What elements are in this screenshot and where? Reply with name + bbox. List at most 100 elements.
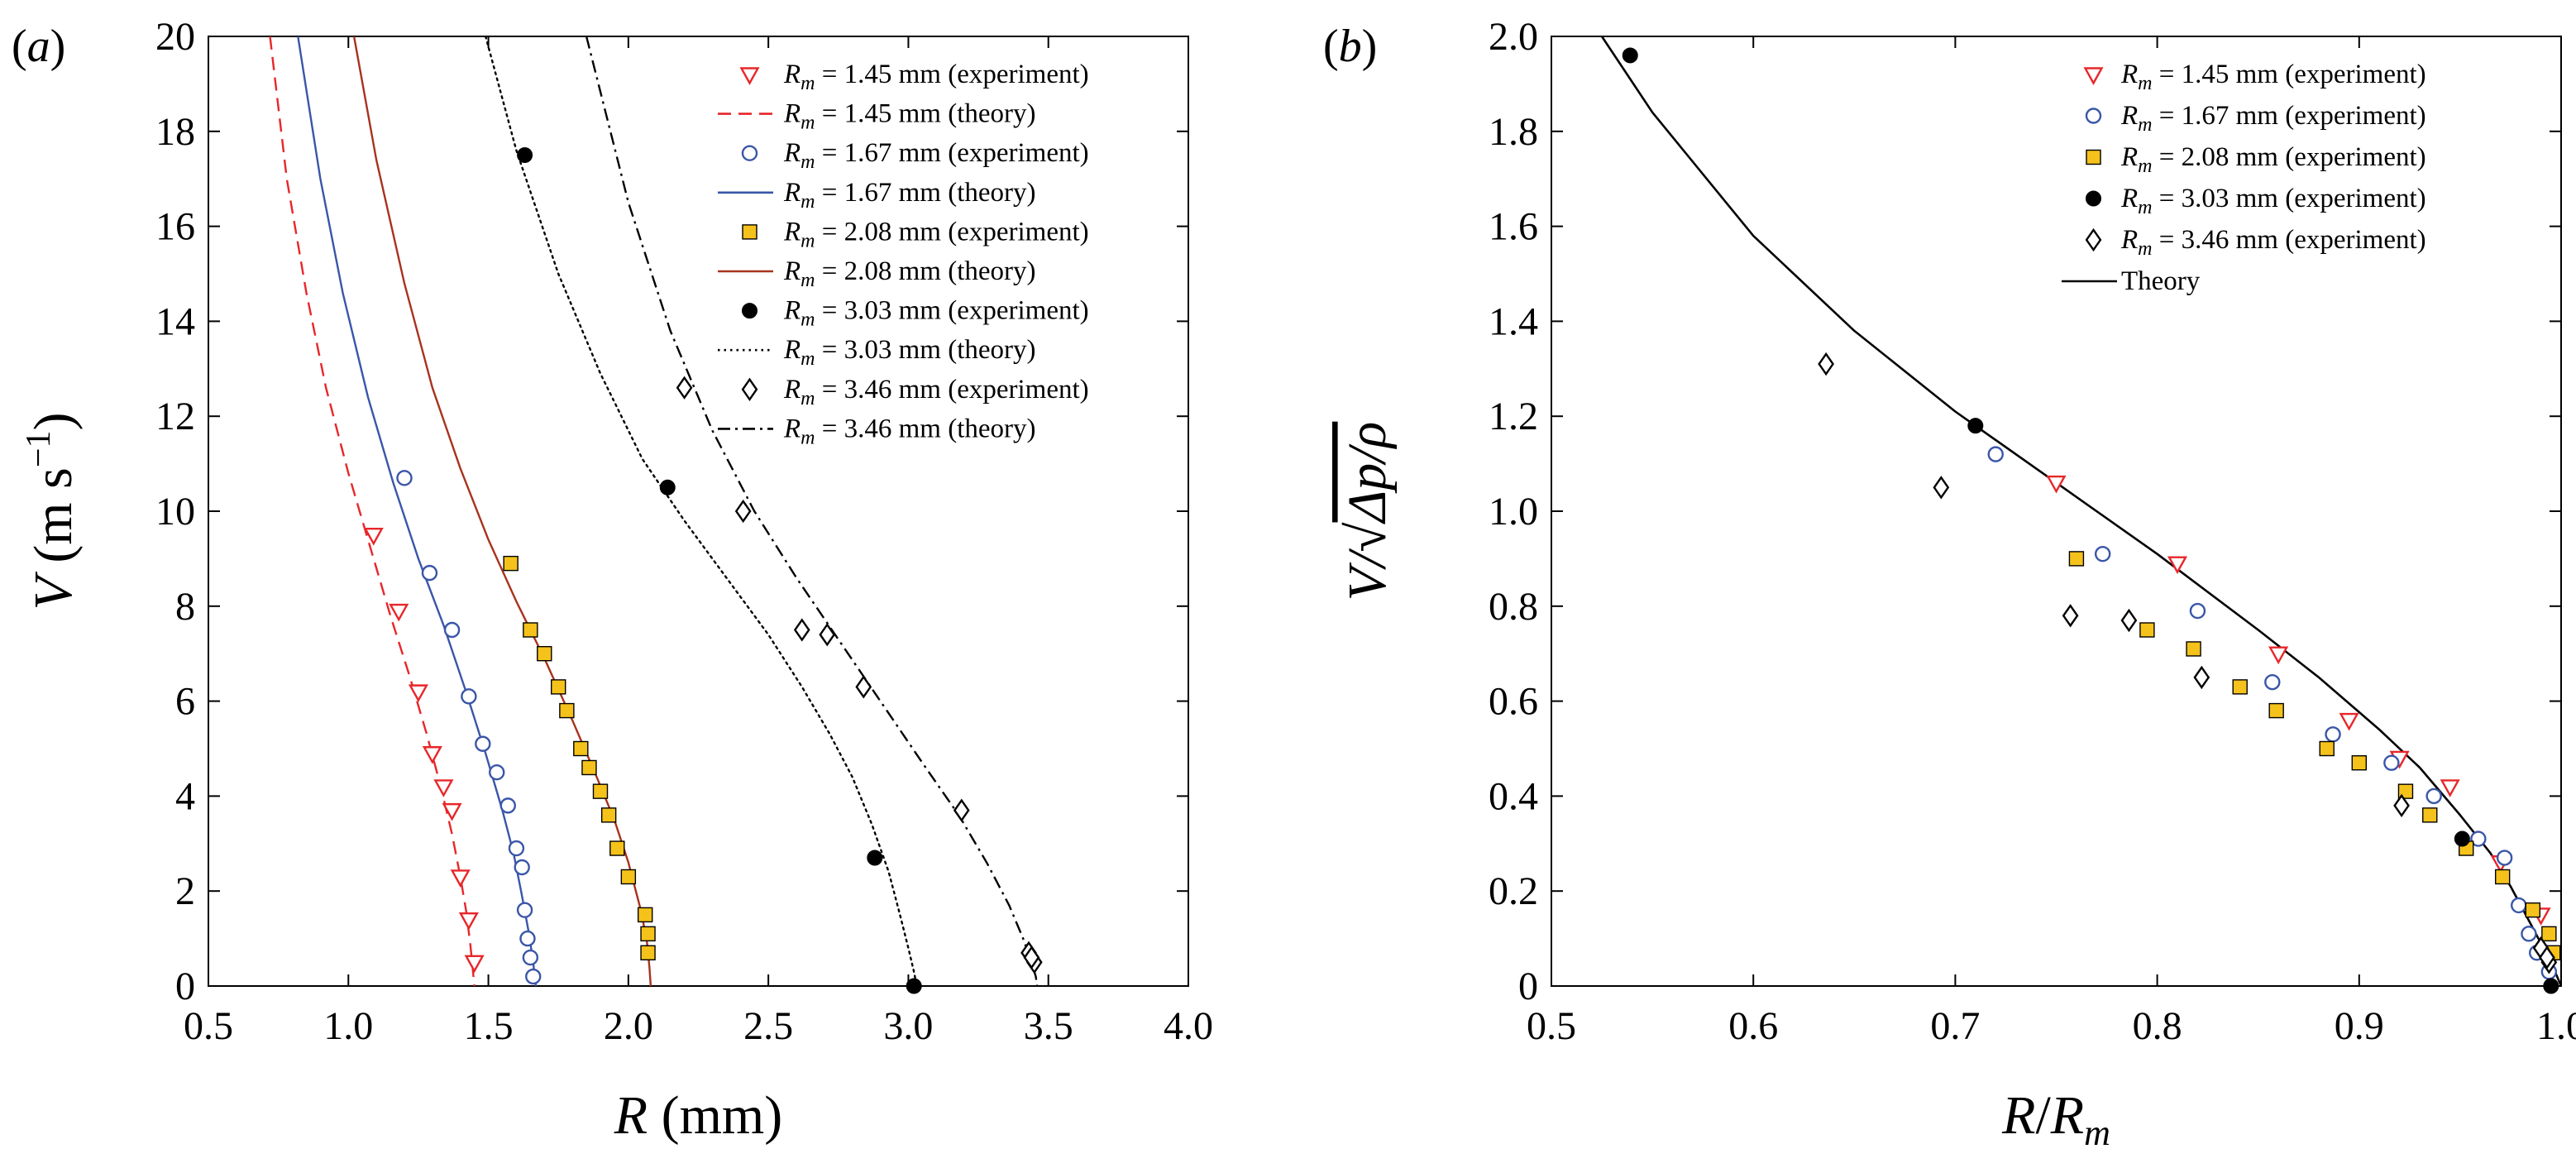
series-markers	[363, 528, 485, 974]
plot-frame	[208, 36, 1189, 987]
y-axis-label: V/√Δp/ρ	[1337, 422, 1398, 601]
data-point	[592, 783, 609, 799]
y-tick-label: 0.2	[1489, 869, 1538, 913]
x-tick-label: 2.5	[743, 1004, 793, 1048]
y-tick-label: 1.4	[1489, 299, 1538, 343]
data-point	[2383, 754, 2400, 771]
legend-entry: Rm = 1.67 mm (theory)	[718, 178, 1036, 213]
y-tick-label: 10	[155, 490, 195, 534]
legend-label: Rm = 2.08 mm (experiment)	[2120, 142, 2426, 177]
data-point	[2268, 646, 2289, 665]
y-tick-label: 2.0	[1489, 15, 1538, 59]
data-point	[2425, 787, 2442, 805]
legend-marker	[742, 224, 758, 240]
data-point	[2339, 712, 2359, 731]
data-point	[1933, 476, 1950, 500]
legend-marker	[2085, 108, 2102, 124]
data-point	[433, 779, 454, 797]
series-markers	[1987, 446, 2558, 980]
series-line	[352, 36, 652, 986]
data-point	[489, 764, 505, 781]
data-point	[2511, 897, 2527, 914]
data-point	[537, 646, 552, 662]
legend-label: Rm = 3.03 mm (experiment)	[783, 296, 1089, 331]
legend-label: Rm = 2.08 mm (theory)	[783, 256, 1036, 291]
data-point	[408, 684, 428, 703]
y-tick-label: 4	[175, 774, 195, 818]
y-tick-label: 0.6	[1489, 680, 1538, 724]
data-point	[2268, 702, 2284, 719]
x-tick-label: 3.0	[883, 1004, 933, 1048]
data-point	[508, 840, 525, 857]
data-point	[499, 797, 516, 814]
series-markers	[503, 555, 656, 961]
series-line	[269, 36, 476, 986]
data-point	[1023, 945, 1040, 969]
legend-entry: Rm = 3.03 mm (experiment)	[742, 296, 1089, 331]
legend-marker	[2085, 227, 2102, 252]
data-point	[2186, 641, 2201, 657]
data-point	[523, 622, 538, 638]
data-point	[2232, 679, 2248, 695]
series-markers	[2068, 551, 2561, 961]
y-tick-label: 0.4	[1489, 774, 1538, 818]
data-point	[363, 528, 384, 546]
data-point	[620, 869, 637, 885]
data-point	[2422, 807, 2438, 823]
legend-label: Rm = 1.45 mm (theory)	[783, 99, 1036, 134]
x-tick-label: 1.5	[464, 1004, 514, 1048]
y-tick-label: 1.0	[1489, 490, 1538, 534]
data-point	[389, 603, 409, 622]
x-tick-label: 0.5	[1527, 1004, 1576, 1048]
data-point	[2264, 673, 2281, 691]
data-point	[2543, 978, 2559, 994]
data-point	[517, 147, 533, 163]
data-point	[2541, 926, 2557, 942]
data-point	[551, 679, 566, 695]
data-point	[461, 688, 477, 705]
y-axis-label: V (m s−1)	[20, 413, 84, 610]
data-point	[855, 675, 872, 699]
data-point	[1818, 352, 1834, 376]
data-point	[2189, 602, 2206, 620]
legend: Rm = 1.45 mm (experiment) Rm = 1.67 mm (e…	[2062, 60, 2426, 296]
y-tick-label: 1.2	[1489, 395, 1538, 438]
legend-label: Theory	[2121, 266, 2201, 296]
data-point	[637, 907, 653, 923]
data-point	[503, 555, 519, 572]
legend-label: Rm = 1.67 mm (experiment)	[2120, 101, 2426, 136]
x-tick-label: 1.0	[2536, 1004, 2576, 1048]
data-point	[2193, 665, 2210, 690]
x-tick-label: 0.5	[184, 1004, 233, 1048]
data-point	[522, 949, 539, 966]
data-point	[2046, 475, 2067, 494]
data-point	[640, 926, 656, 942]
y-tick-label: 14	[155, 299, 195, 343]
data-point	[450, 869, 471, 888]
data-point	[443, 621, 461, 639]
x-tick-label: 0.9	[2335, 1004, 2384, 1048]
data-point	[422, 746, 442, 764]
data-point	[581, 759, 597, 776]
x-axis-label: R (mm)	[614, 1085, 782, 1146]
legend-label: Rm = 3.03 mm (experiment)	[2120, 184, 2426, 218]
data-point	[2454, 831, 2470, 847]
series-markers	[517, 147, 922, 994]
data-point	[659, 479, 676, 495]
legend-entry: Rm = 3.46 mm (theory)	[718, 414, 1036, 448]
legend-entry: Rm = 1.45 mm (theory)	[718, 99, 1036, 134]
x-tick-label: 1.0	[323, 1004, 373, 1048]
legend-label: Rm = 2.08 mm (experiment)	[783, 217, 1089, 251]
series-line	[1600, 36, 2561, 986]
plot-frame	[1551, 36, 2562, 987]
y-tick-label: 12	[155, 395, 195, 438]
data-point	[867, 850, 883, 866]
y-tick-label: 20	[155, 15, 195, 59]
legend-label: Rm = 3.46 mm (experiment)	[2120, 225, 2426, 260]
data-point	[514, 859, 530, 876]
x-tick-label: 0.8	[2133, 1004, 2182, 1048]
data-point	[2539, 945, 2555, 969]
data-point	[2120, 608, 2138, 633]
data-point	[734, 499, 752, 524]
